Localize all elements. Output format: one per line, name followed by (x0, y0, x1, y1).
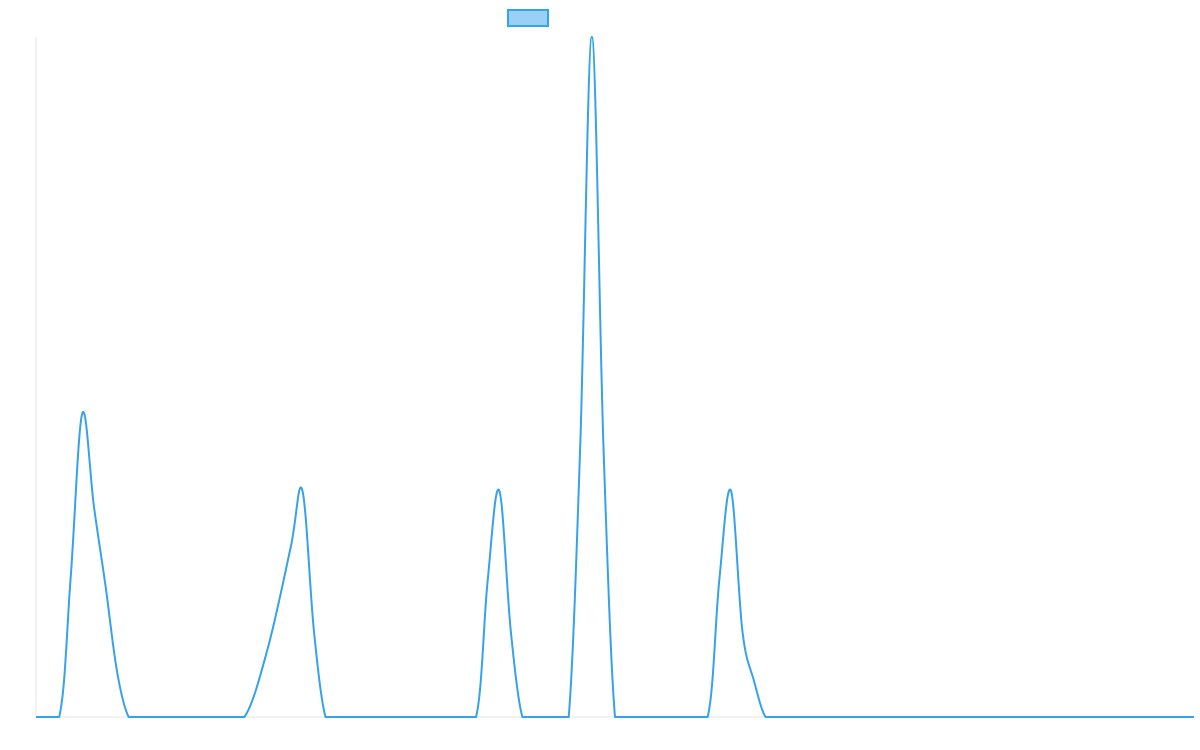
data-point[interactable] (774, 714, 780, 720)
data-point[interactable] (959, 714, 965, 720)
data-point[interactable] (1122, 714, 1128, 720)
data-point[interactable] (844, 714, 850, 720)
data-point[interactable] (763, 714, 769, 720)
data-point[interactable] (102, 583, 108, 589)
data-point[interactable] (867, 714, 873, 720)
data-point[interactable] (357, 714, 363, 720)
data-point[interactable] (624, 714, 630, 720)
legend[interactable] (507, 9, 549, 27)
data-point[interactable] (496, 487, 502, 493)
data-point[interactable] (114, 669, 120, 675)
data-point[interactable] (519, 714, 525, 720)
data-point[interactable] (137, 714, 143, 720)
data-point[interactable] (554, 714, 560, 720)
data-point[interactable] (913, 714, 919, 720)
data-point[interactable] (1191, 714, 1197, 720)
data-point[interactable] (299, 487, 305, 493)
data-point[interactable] (1168, 714, 1174, 720)
data-point[interactable] (1052, 714, 1058, 720)
data-point[interactable] (589, 34, 595, 40)
data-point[interactable] (566, 714, 572, 720)
data-point[interactable] (728, 487, 734, 493)
data-point[interactable] (1098, 714, 1104, 720)
data-point[interactable] (346, 714, 352, 720)
data-point[interactable] (936, 714, 942, 720)
data-point[interactable] (658, 714, 664, 720)
data-point[interactable] (323, 714, 329, 720)
data-point[interactable] (739, 628, 745, 634)
data-point[interactable] (716, 578, 722, 584)
data-point[interactable] (681, 714, 687, 720)
data-point[interactable] (1145, 714, 1151, 720)
series-layer (33, 34, 1197, 720)
data-point[interactable] (983, 714, 989, 720)
data-point[interactable] (1029, 714, 1035, 720)
data-point[interactable] (195, 714, 201, 720)
data-point[interactable] (543, 714, 549, 720)
data-point[interactable] (635, 714, 641, 720)
data-point[interactable] (68, 573, 74, 579)
series-line-0 (35, 36, 1194, 719)
data-point[interactable] (241, 714, 247, 720)
data-point[interactable] (751, 678, 757, 684)
data-point[interactable] (380, 714, 386, 720)
data-point[interactable] (1075, 714, 1081, 720)
data-point[interactable] (600, 442, 606, 448)
data-point[interactable] (577, 442, 583, 448)
data-point[interactable] (450, 714, 456, 720)
data-point[interactable] (508, 628, 514, 634)
data-point[interactable] (172, 714, 178, 720)
data-point[interactable] (404, 714, 410, 720)
data-point[interactable] (265, 646, 271, 652)
data-point[interactable] (33, 714, 39, 720)
data-point[interactable] (427, 714, 433, 720)
data-point[interactable] (56, 714, 62, 720)
data-point[interactable] (705, 714, 711, 720)
data-point[interactable] (149, 714, 155, 720)
data-point[interactable] (612, 714, 618, 720)
data-point[interactable] (334, 714, 340, 720)
legend-swatch[interactable] (507, 9, 549, 27)
data-point[interactable] (126, 714, 132, 720)
data-point[interactable] (531, 714, 537, 720)
data-point[interactable] (288, 544, 294, 550)
data-point[interactable] (485, 578, 491, 584)
data-point[interactable] (218, 714, 224, 720)
data-point[interactable] (473, 714, 479, 720)
data-point[interactable] (797, 714, 803, 720)
data-point[interactable] (91, 503, 97, 509)
data-point[interactable] (890, 714, 896, 720)
data-point[interactable] (311, 628, 317, 634)
data-point[interactable] (79, 410, 85, 416)
data-point[interactable] (820, 714, 826, 720)
data-point[interactable] (1006, 714, 1012, 720)
